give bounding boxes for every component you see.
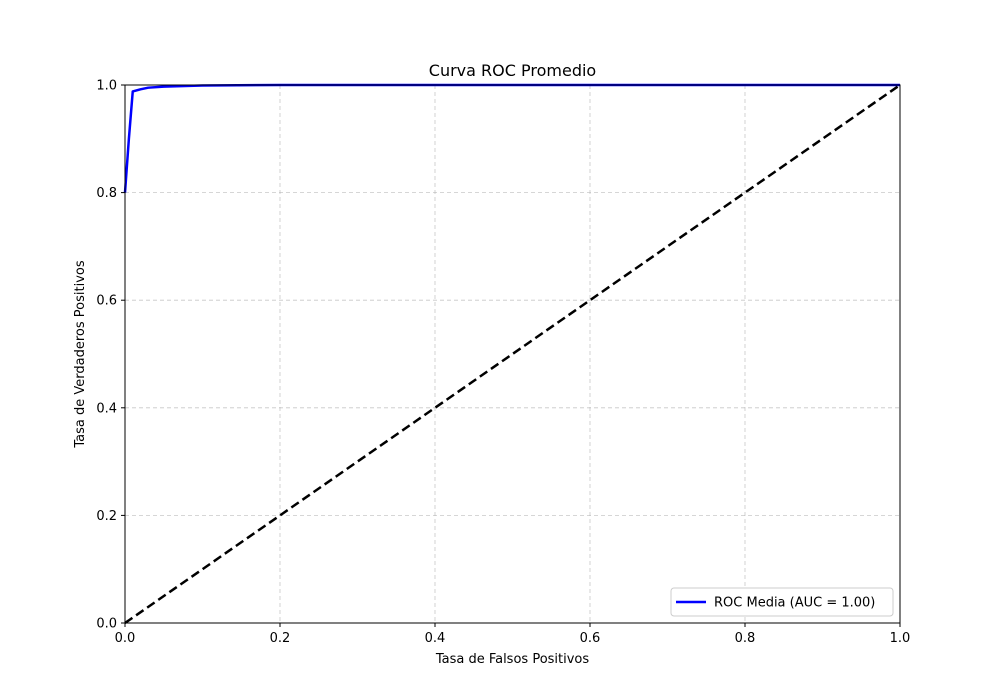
y-tick-label: 0.8 — [96, 186, 117, 201]
x-tick-label: 0.0 — [115, 631, 136, 646]
legend-entry: ROC Media (AUC = 1.00) — [714, 596, 875, 611]
y-axis-label: Tasa de Verdaderos Positivos — [73, 260, 88, 448]
legend: ROC Media (AUC = 1.00) — [670, 587, 894, 617]
y-tick-label: 0.0 — [96, 617, 117, 632]
grid — [125, 85, 900, 623]
ticks: 0.0 0.2 0.4 0.6 0.8 1.0 0.0 0.2 0.4 0.6 0.8 1.0 — [96, 79, 910, 647]
y-tick-label: 1.0 — [96, 79, 117, 94]
x-tick-label: 0.4 — [425, 631, 446, 646]
chart-title: Curva ROC Promedio — [429, 61, 596, 80]
y-tick-label: 0.4 — [96, 401, 117, 416]
y-tick-label: 0.6 — [96, 294, 117, 309]
plot-frame — [124, 84, 901, 624]
x-tick-label: 0.8 — [735, 631, 756, 646]
x-axis-label: Tasa de Falsos Positivos — [435, 652, 590, 667]
y-tick-label: 0.2 — [96, 509, 117, 524]
x-tick-label: 1.0 — [890, 631, 911, 646]
chance-diagonal-line — [124, 83, 901, 625]
x-tick-label: 0.2 — [270, 631, 291, 646]
legend-box — [670, 587, 894, 617]
x-tick-label: 0.6 — [580, 631, 601, 646]
